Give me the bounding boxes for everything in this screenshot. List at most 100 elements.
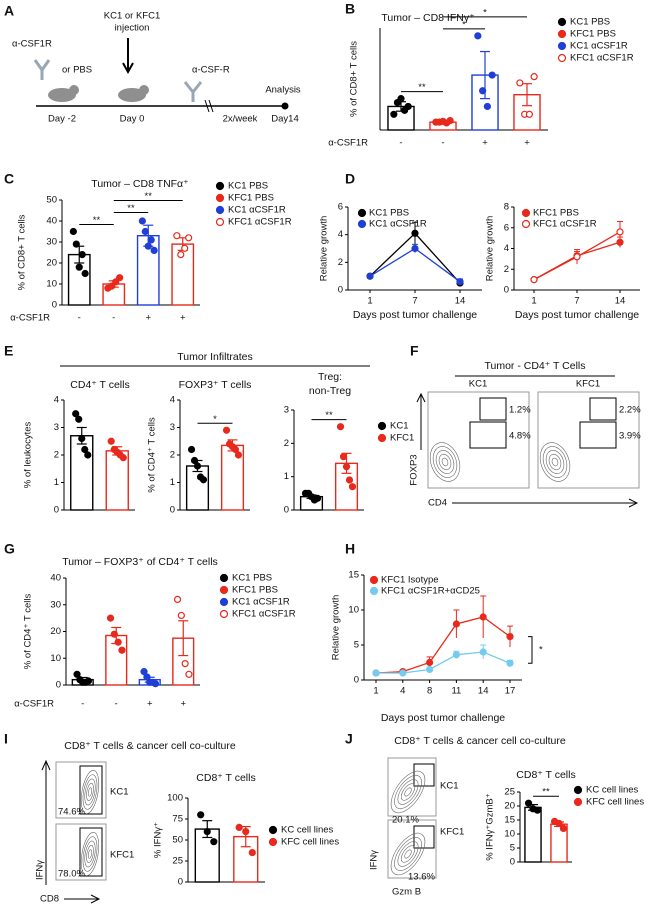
flow-panel: KC1 KFC1 20.1% 13.6% IFNγ Gzm B	[369, 757, 464, 898]
legend-marker	[369, 586, 379, 596]
data-point	[69, 227, 77, 236]
data-point	[75, 263, 83, 271]
y-tick-label: 1	[54, 477, 59, 488]
y-tick-label: 30	[46, 237, 57, 248]
chart-title: Tumor – FOXP3⁺ of CD4⁺ T cells	[62, 556, 218, 568]
data-point	[116, 274, 124, 282]
gate-value: 13.6%	[408, 872, 435, 883]
chart-title: Tumor – CD8 IFNγ⁺	[381, 12, 475, 24]
panel-letters: A B C D E F G H I J	[4, 1, 419, 747]
legend-label: KC1 PBS	[570, 17, 610, 28]
y-tick-label: 30	[50, 599, 61, 610]
significance-bracket	[528, 636, 533, 664]
y-tick-label: 50	[172, 835, 183, 846]
legend-label: KFC1 Isotype	[381, 575, 439, 586]
panel-letter: J	[345, 731, 353, 747]
y-tick-label: 2	[170, 450, 175, 461]
legend-marker	[377, 433, 387, 443]
data-point	[404, 102, 412, 111]
gate	[579, 421, 617, 449]
data-point	[336, 423, 345, 431]
chart-title: Tumor – CD8 TNFα⁺	[91, 178, 189, 190]
data-point	[187, 445, 196, 454]
y-tick-label: 10	[504, 829, 515, 840]
sample-label: KC1	[469, 379, 487, 390]
legend-label: KFC cell lines	[281, 837, 339, 848]
mouse-icon	[69, 85, 79, 95]
data-point	[72, 410, 80, 418]
x-tick-label: 14	[478, 686, 489, 697]
data-point	[479, 613, 487, 621]
contour	[435, 450, 455, 474]
gate-value: 1.2%	[509, 405, 531, 416]
y-tick-label: 0	[54, 505, 59, 516]
y-tick-label: 50	[46, 195, 57, 206]
data-point	[616, 228, 624, 236]
y-tick-label: 0	[338, 285, 343, 296]
contour	[80, 831, 100, 877]
contour	[438, 453, 452, 471]
gate-value: 4.8%	[509, 431, 531, 442]
data-point	[173, 232, 181, 240]
gate	[589, 397, 617, 421]
chart-title: FOXP3⁺ T cells	[179, 379, 252, 391]
y-tick-label: 0	[56, 680, 61, 691]
legend-label: KC1 αCSF1R	[232, 597, 290, 608]
y-tick-label: 1	[170, 477, 175, 488]
y-tick-label: 5	[510, 843, 515, 854]
y-tick-label: 0	[284, 505, 289, 516]
mouse-icon	[48, 88, 76, 102]
panel-letter: H	[345, 541, 355, 557]
label: α-CSF-R	[192, 65, 230, 76]
legend-marker	[557, 17, 567, 27]
y-tick-label: 15	[504, 815, 515, 826]
series-line	[376, 651, 511, 674]
y-tick-label: 20	[50, 626, 61, 637]
data-point	[112, 278, 120, 286]
timeline-break	[204, 99, 210, 113]
data-point	[479, 87, 487, 95]
gate	[469, 421, 507, 449]
antibody-icon	[183, 81, 203, 102]
contour	[432, 446, 458, 478]
data-point	[114, 638, 122, 646]
data-point	[177, 251, 185, 259]
contour	[548, 453, 562, 471]
legend-label: KC1 PBS	[228, 181, 268, 192]
contour	[87, 787, 93, 797]
data-point	[81, 445, 89, 454]
data-point	[390, 110, 398, 118]
x-tick-label: 1	[373, 686, 378, 697]
sample-label: KFC1	[110, 850, 134, 861]
y-tick-label: 3	[284, 405, 289, 416]
significance-label: *	[462, 19, 466, 30]
x-axis-label: Days post tumor challenge	[353, 309, 477, 321]
legend-label: KFC1 PBS	[232, 585, 278, 596]
data-point	[345, 476, 354, 484]
y-tick-label: 25	[504, 787, 515, 798]
row-value: +	[524, 138, 530, 149]
y-tick-label: 15	[348, 570, 359, 581]
legend-marker	[357, 219, 367, 229]
gate-value: 74.6%	[58, 807, 85, 818]
panel-letter: I	[4, 731, 8, 747]
schematic: α-CSF1R or PBS KC1 or KFC1 injection α-C…	[12, 11, 301, 125]
contour	[390, 770, 426, 814]
sample-label: KFC1	[440, 827, 464, 838]
data-point	[483, 102, 491, 111]
data-point	[118, 646, 126, 654]
axis-arrow	[64, 894, 101, 904]
data-point	[516, 79, 524, 87]
axis-arrow	[416, 392, 426, 450]
data-point	[197, 811, 205, 819]
legend-marker	[215, 181, 225, 191]
axis-arrow	[41, 759, 51, 885]
gate-value: 78.0%	[58, 869, 85, 880]
gate	[79, 827, 103, 877]
significance-label: **	[93, 215, 101, 226]
panel-letter: A	[4, 3, 14, 19]
row-value: +	[145, 313, 151, 324]
data-point	[73, 670, 81, 678]
chart-title: CD8⁺ T cells	[196, 772, 255, 784]
y-tick-label: 2	[338, 257, 343, 268]
